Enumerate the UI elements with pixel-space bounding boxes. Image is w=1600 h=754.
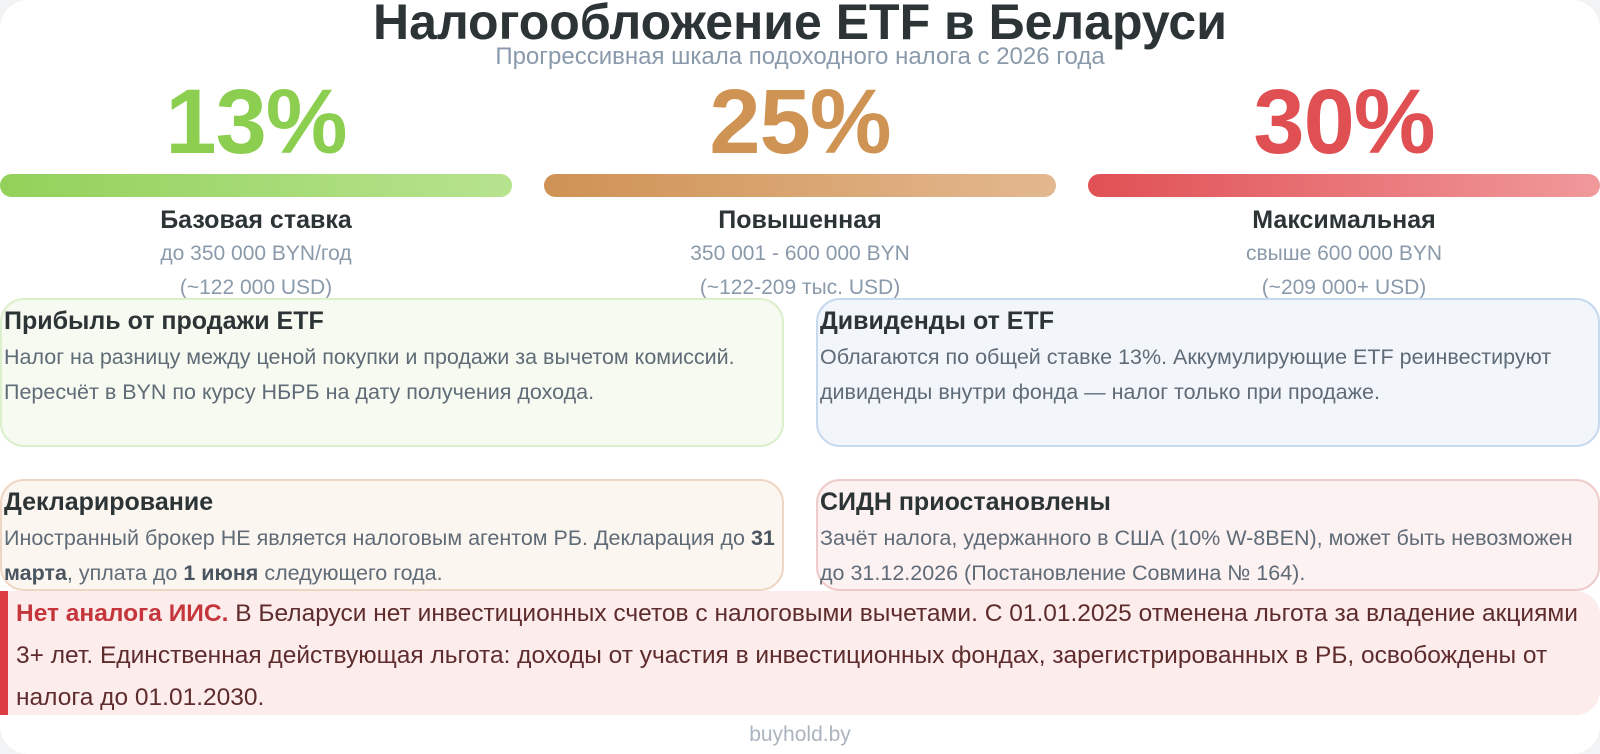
card-title: Прибыль от продажи ETF <box>4 307 324 335</box>
rate-name: Повышенная <box>718 206 882 234</box>
rate-increased: 25% Повышенная 350 001 - 600 000 BYN (~1… <box>544 72 1056 305</box>
card-sale-profit: Прибыль от продажи ETF Налог на разницу … <box>0 298 784 447</box>
deadline-declaration: 31 марта <box>4 526 775 585</box>
rate-percent: 30% <box>1253 71 1435 173</box>
card-text-part: следующего года. <box>258 561 443 585</box>
footer-site: buyhold.by <box>749 723 851 746</box>
rate-range: свыше 600 000 BYN <box>1245 242 1443 265</box>
card-title: Дивиденды от ETF <box>820 307 1055 335</box>
rate-bar <box>544 174 1056 197</box>
rate-usd: (~122 000 USD) <box>179 276 333 299</box>
rate-basic: 13% Базовая ставка до 350 000 BYN/год (~… <box>0 72 512 305</box>
card-text-part: Иностранный брокер НЕ является налоговым… <box>4 526 751 550</box>
rate-percent: 25% <box>709 71 891 173</box>
card-title: Декларирование <box>4 488 214 516</box>
rate-usd: (~209 000+ USD) <box>1261 276 1427 299</box>
card-declaration: Декларирование Иностранный брокер НЕ явл… <box>0 479 784 591</box>
rate-range: до 350 000 BYN/год <box>160 242 352 265</box>
rate-name: Базовая ставка <box>160 206 352 234</box>
page-subtitle: Прогрессивная шкала подоходного налога с… <box>495 43 1105 70</box>
rate-usd: (~122-209 тыс. USD) <box>699 276 901 299</box>
card-text: Облагаются по общей ставке 13%. Аккумули… <box>820 345 1552 404</box>
card-dtt-suspended: СИДН приостановлены Зачёт налога, удержа… <box>816 479 1600 591</box>
rate-percent: 13% <box>165 71 347 173</box>
card-text-part: , уплата до <box>66 561 184 585</box>
card-text: Зачёт налога, удержанного в США (10% W-8… <box>820 526 1573 585</box>
warning-note: Нет аналога ИИС. В Беларуси нет инвестиц… <box>0 591 1600 715</box>
rate-name: Максимальная <box>1252 206 1436 234</box>
card-dividends: Дивиденды от ETF Облагаются по общей ста… <box>816 298 1600 447</box>
note-text: В Беларуси нет инвестиционных счетов с н… <box>16 600 1578 711</box>
deadline-payment: 1 июня <box>183 561 259 585</box>
rate-maximum: 30% Максимальная свыше 600 000 BYN (~209… <box>1088 72 1600 305</box>
rate-range: 350 001 - 600 000 BYN <box>690 242 910 265</box>
rate-bar <box>0 174 512 197</box>
page-title: Налогообложение ETF в Беларуси <box>373 0 1227 50</box>
rate-bar <box>1088 174 1600 197</box>
card-title: СИДН приостановлены <box>820 488 1111 516</box>
card-text: Налог на разницу между ценой покупки и п… <box>4 345 735 404</box>
note-lead: Нет аналога ИИС. <box>16 600 229 627</box>
card-text: Иностранный брокер НЕ является налоговым… <box>4 521 782 591</box>
